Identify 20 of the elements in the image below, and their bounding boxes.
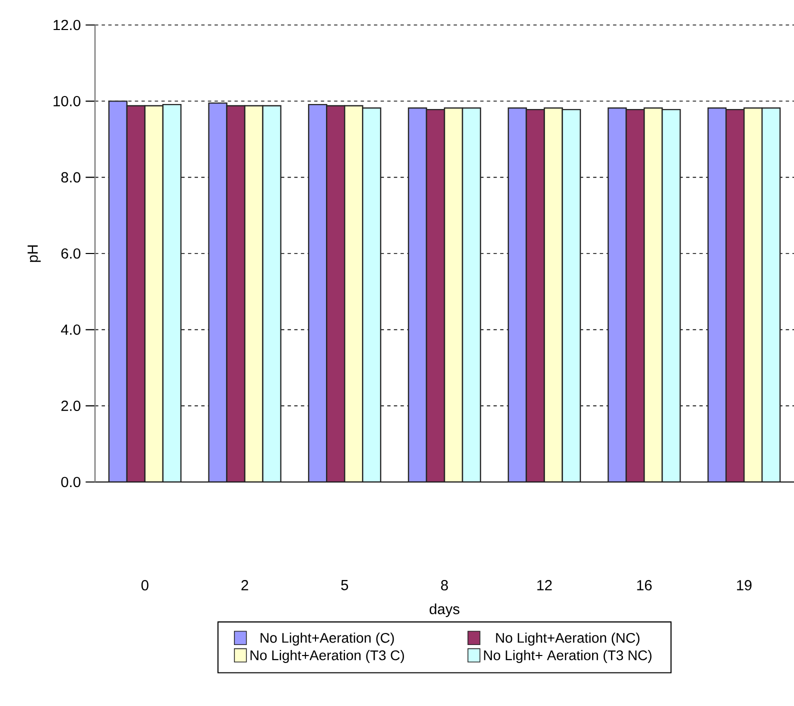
y-tick-label: 2.0: [61, 400, 80, 412]
legend-label: No Light+ Aeration (T3 NC): [484, 650, 652, 663]
y-tick-label: 8.0: [61, 172, 80, 183]
y-tick-label: 4.0: [60, 324, 80, 335]
x-tick-label: 5: [341, 580, 348, 590]
y-axis-title: pH: [28, 245, 41, 262]
x-axis-title: days: [430, 604, 460, 618]
x-tick-label: 2: [241, 580, 248, 590]
y-tick-label: 12.0: [54, 20, 80, 30]
legend-label: No Light+Aeration (C): [260, 632, 394, 646]
y-tick-label: 0.0: [61, 476, 80, 488]
legend-label: No Light+Aeration (T3 C): [250, 650, 404, 663]
x-tick-label: 12: [537, 580, 552, 590]
x-tick-label: 8: [441, 580, 448, 590]
x-tick-label: 16: [637, 580, 652, 590]
x-tick-label: 0: [141, 580, 148, 590]
legend-label: No Light+Aeration (NC): [496, 632, 640, 646]
y-tick-label: 10.0: [54, 96, 80, 106]
y-tick-label: 6.0: [61, 248, 80, 259]
x-tick-label: 19: [737, 580, 752, 590]
